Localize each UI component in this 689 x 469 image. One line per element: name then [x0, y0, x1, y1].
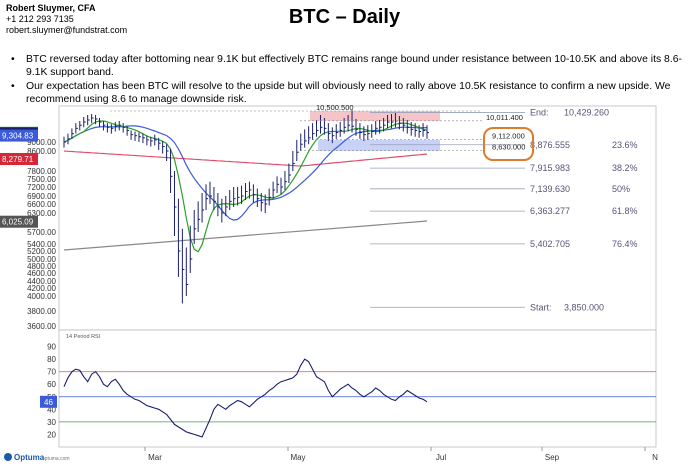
level-pct: 38.2%: [612, 163, 638, 173]
level-label: End:: [530, 107, 549, 117]
commentary-bullet: Our expectation has been BTC will resolv…: [10, 81, 682, 106]
price-y-tick-label: 3800.00: [27, 307, 56, 316]
annotation-label: 10,500.500: [316, 103, 354, 112]
price-y-tick-label: 5400.00: [27, 240, 56, 249]
level-pct: 50%: [612, 184, 630, 194]
level-pct: 23.6%: [612, 140, 638, 150]
price-y-tick-label: 5200.00: [27, 247, 56, 256]
price-y-tick-label: 5700.00: [27, 228, 56, 237]
author-email: robert.sluymer@fundstrat.com: [6, 25, 128, 35]
optuma-logo-icon: [4, 453, 12, 461]
price-y-tick-label: 4800.00: [27, 262, 56, 271]
rsi-current-tag: [40, 395, 57, 408]
price-y-tick-label: 6900.00: [27, 192, 56, 201]
level-label: Start:: [530, 302, 552, 312]
level-price: 5,402.705: [530, 239, 570, 249]
rsi-y-tick-label: 80: [47, 355, 56, 364]
price-tag: [0, 215, 38, 228]
price-y-tick-label: 7500.00: [27, 175, 56, 184]
level-price: 8,876.555: [530, 140, 570, 150]
annotation-label: 8,630.000: [492, 142, 525, 151]
rsi-y-tick-label: 60: [47, 380, 56, 389]
support-highlight-ring: [483, 127, 534, 161]
level-price: 7,915.983: [530, 163, 570, 173]
rsi-y-tick-label: 90: [47, 343, 56, 352]
author-name: Robert Sluymer, CFA: [6, 3, 96, 13]
x-axis-label: Sep: [545, 453, 560, 462]
optuma-logo-sub: optuma.com: [42, 456, 70, 462]
price-y-tick-label: 7800.00: [27, 167, 56, 176]
price-tag-label: 8,279.71: [2, 155, 34, 164]
price-y-tick-label: 7200.00: [27, 183, 56, 192]
price-y-tick-label: 6300.00: [27, 209, 56, 218]
x-axis-label: Mar: [148, 453, 162, 462]
author-block: Robert Sluymer, CFA +1 212 293 7135 robe…: [6, 3, 127, 36]
price-y-tick-label: 6600.00: [27, 200, 56, 209]
x-axis-label: May: [290, 453, 305, 462]
price-y-tick-label: 5000.00: [27, 255, 56, 264]
rsi-line: [63, 358, 428, 438]
level-pct: 61.8%: [612, 206, 638, 216]
rsi-y-tick-label: 70: [47, 368, 56, 377]
rsi-current-value: 46: [44, 398, 53, 407]
rsi-panel: [58, 329, 657, 448]
optuma-logo-text: Optuma: [14, 453, 45, 462]
price-tag-label: 6,025.09: [2, 218, 34, 227]
long-moving-average: [63, 150, 428, 167]
x-axis-label: N: [652, 453, 658, 462]
price-tag: [0, 129, 38, 142]
annotation-label: 9,112.000: [492, 132, 525, 141]
price-y-tick-label: 9000.00: [27, 138, 56, 147]
rsi-title: 14 Period RSI: [66, 334, 101, 340]
price-y-tick-label: 3600.00: [27, 322, 56, 331]
rsi-y-tick-label: 20: [47, 430, 56, 439]
price-y-tick-label: 4200.00: [27, 284, 56, 293]
price-tag: [0, 153, 38, 166]
level-value: 3,850.000: [564, 302, 604, 312]
annotation-label: 10,011.400: [486, 113, 523, 122]
page-title: BTC – Daily: [288, 6, 401, 28]
author-phone: +1 212 293 7135: [6, 14, 74, 24]
price-tag-label: 9,304.83: [2, 132, 34, 141]
commentary-list: BTC reversed today after bottoming near …: [10, 54, 682, 108]
price-y-tick-label: 4000.00: [27, 292, 56, 301]
rsi-y-tick-label: 40: [47, 405, 56, 414]
trend-line: [63, 220, 428, 251]
support-band: [318, 139, 440, 151]
resistance-band: [310, 111, 440, 121]
price-y-tick-label: 4400.00: [27, 277, 56, 286]
commentary-bullet: BTC reversed today after bottoming near …: [10, 54, 682, 79]
level-value: 10,429.260: [564, 107, 609, 117]
x-axis-label: Jul: [436, 453, 446, 462]
price-y-tick-label: 4600.00: [27, 269, 56, 278]
price-y-tick-label: 8600.00: [27, 147, 56, 156]
level-price: 7,139.630: [530, 184, 570, 194]
level-price: 6,363.277: [530, 206, 570, 216]
level-pct: 76.4%: [612, 239, 638, 249]
rsi-y-tick-label: 30: [47, 418, 56, 427]
